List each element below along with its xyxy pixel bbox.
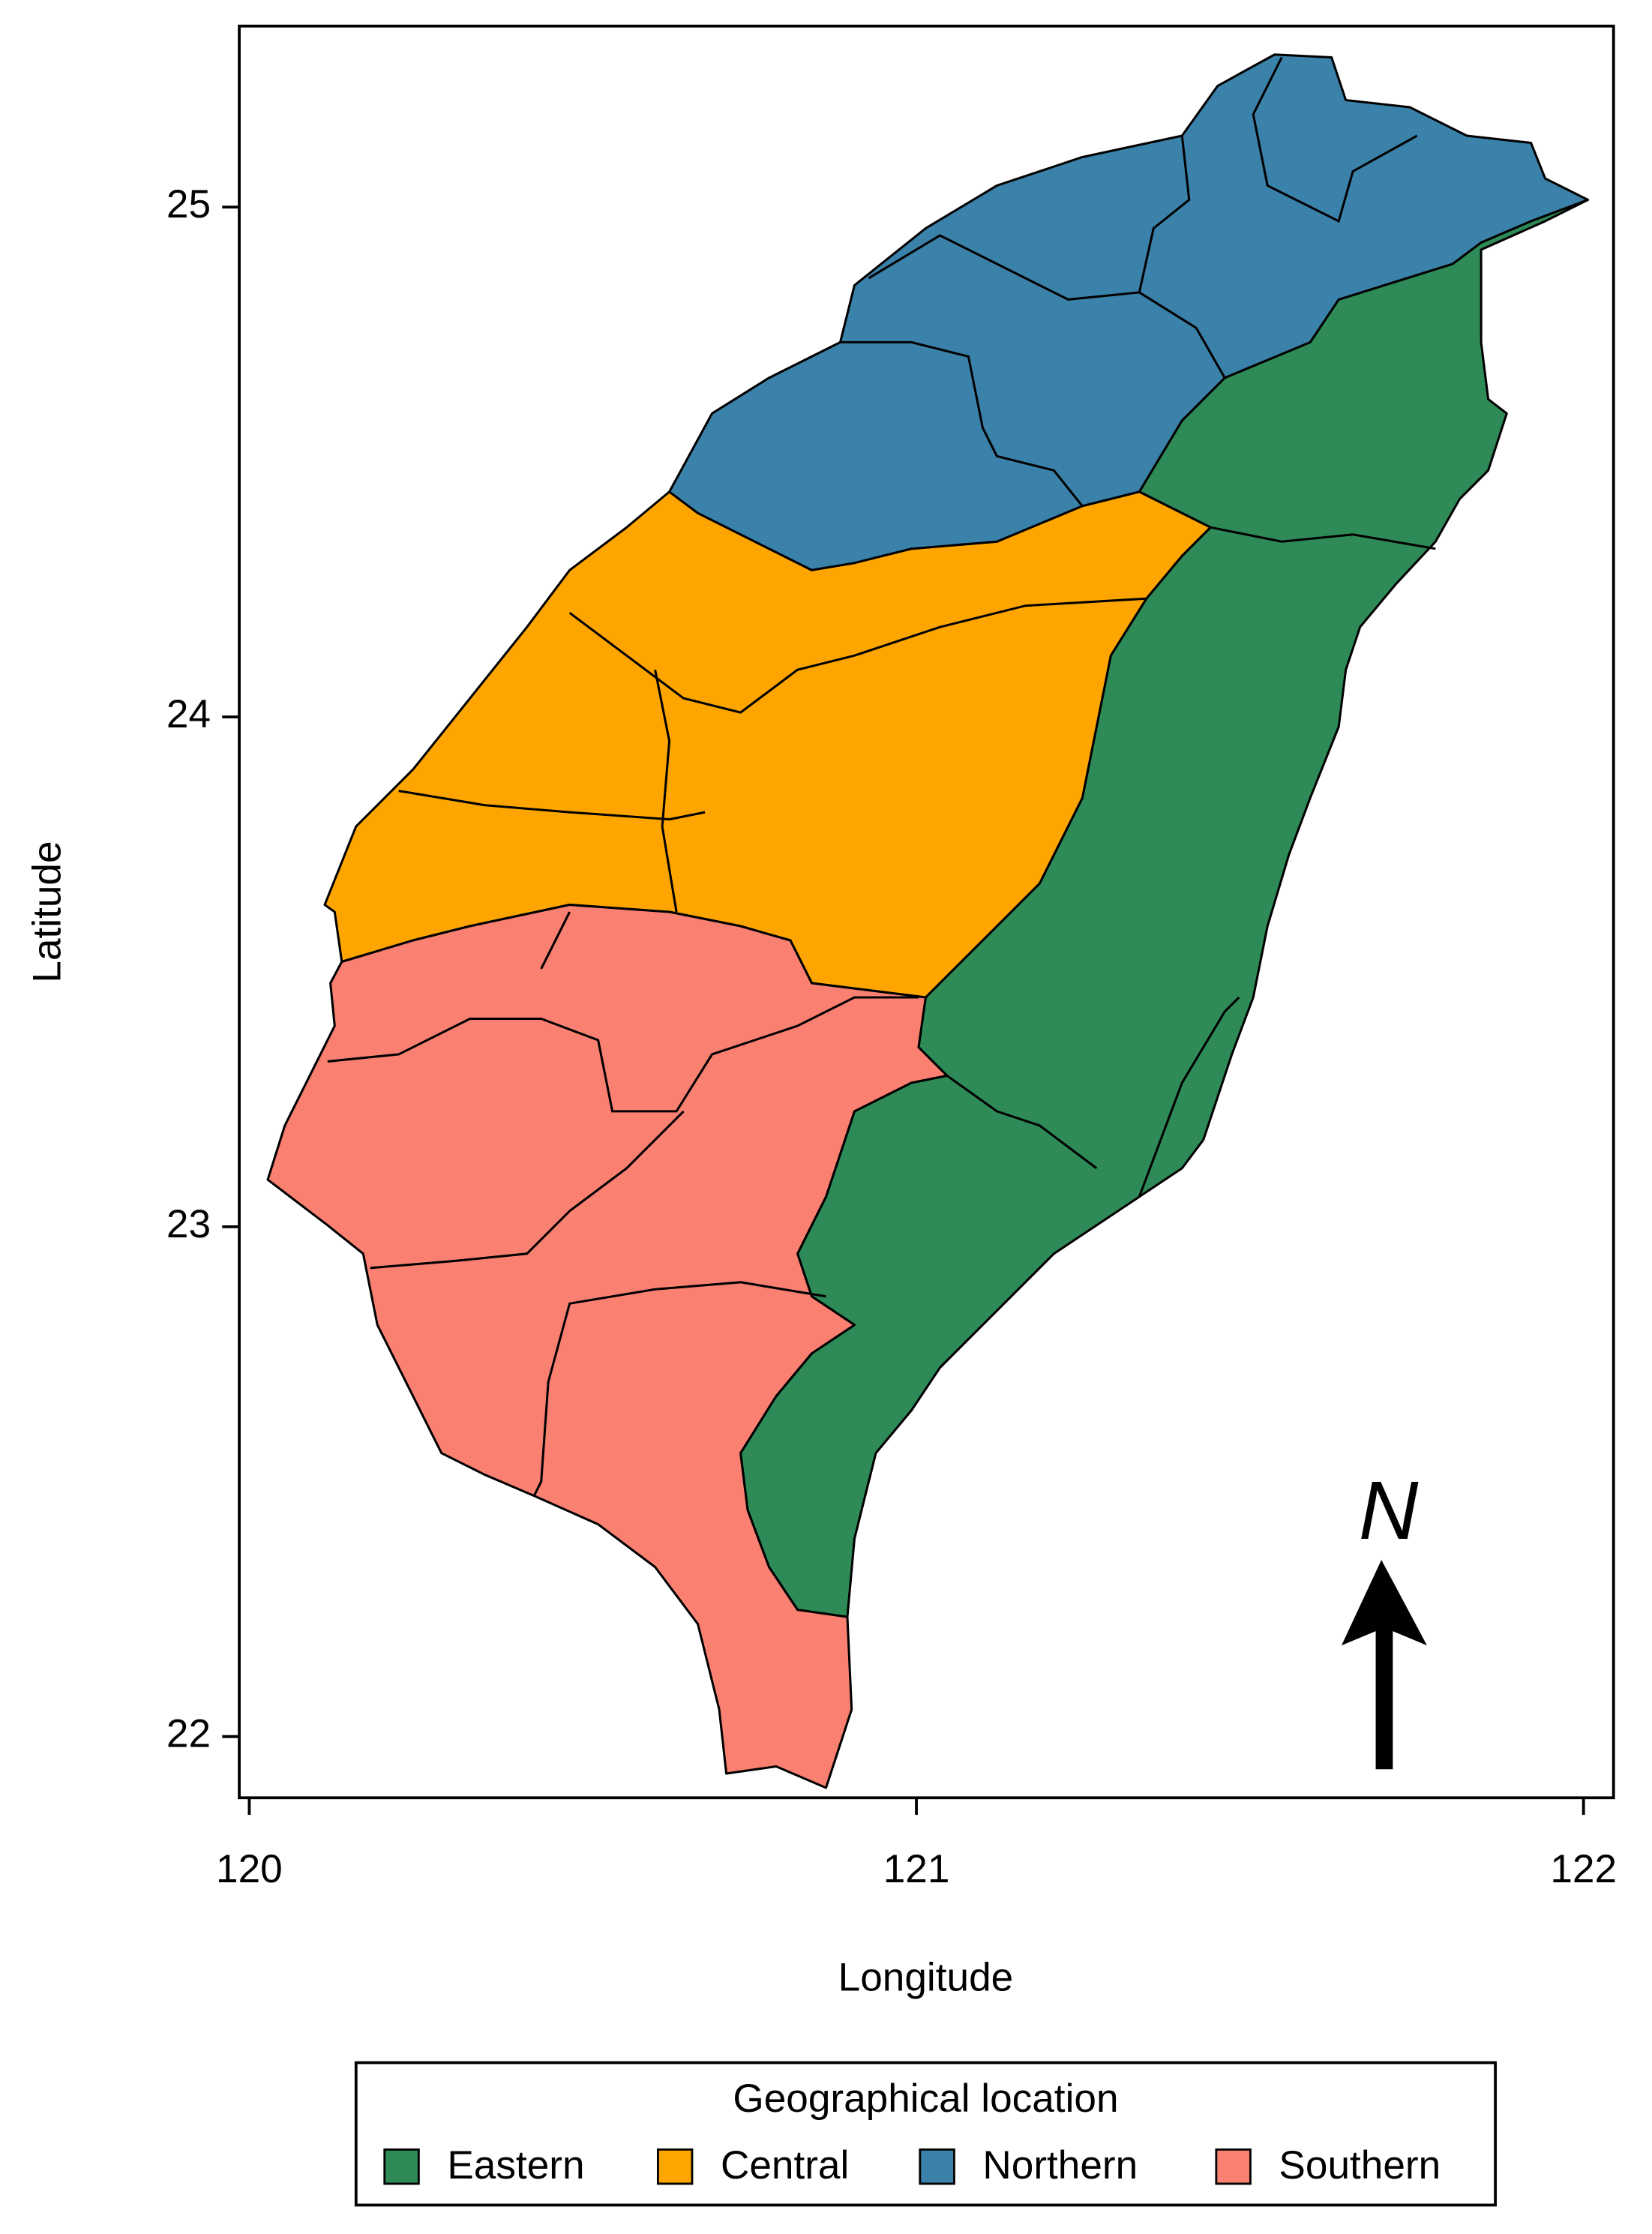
legend-label: Southern [1279,2143,1441,2188]
x-tick-label: 120 [216,1847,283,1891]
legend-swatch [656,2148,694,2185]
legend-swatch [919,2148,955,2185]
plot-frame [238,24,1615,1800]
legend-label: Northern [982,2143,1138,2188]
legend-swatch [383,2148,420,2185]
y-tick-label: 24 [166,692,211,736]
y-tick-label: 23 [166,1202,211,1246]
north-label: N [1359,1465,1419,1557]
y-axis-label: Latitude [25,841,70,982]
northern-region [668,53,1590,571]
x-tick-label: 122 [1550,1847,1617,1891]
southern-region [266,904,949,1789]
y-tick-label: 22 [166,1712,211,1756]
legend-label: Eastern [447,2143,584,2188]
legend-swatch [1215,2148,1252,2185]
north-arrow [1341,1560,1427,1770]
y-tick-label: 25 [166,182,211,226]
internal-borders [327,56,1436,1497]
x-axis-label: Longitude [838,1955,1014,1999]
legend-label: Central [721,2143,849,2188]
legend-title: Geographical location [733,2077,1118,2121]
x-tick-label: 121 [883,1847,950,1891]
